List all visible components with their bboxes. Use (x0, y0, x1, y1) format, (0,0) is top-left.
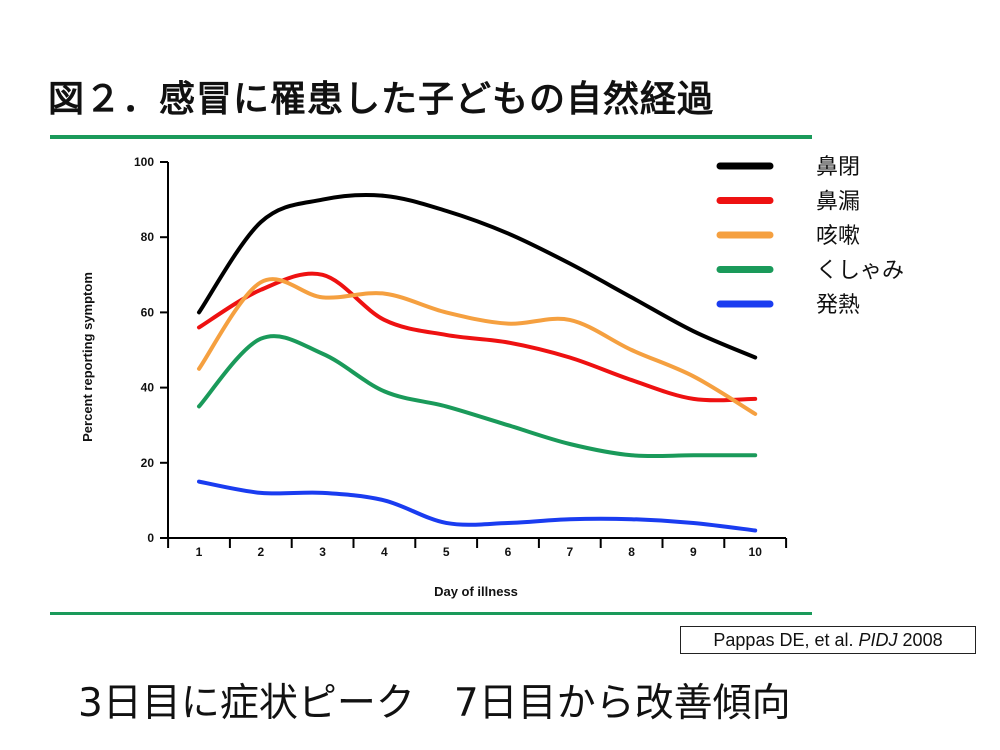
citation-journal: PIDJ (858, 630, 898, 650)
y-tick-label-100: 100 (134, 155, 154, 169)
y-axis-title: Percent reporting symptom (80, 272, 95, 442)
citation-authors: Pappas DE, et al. (713, 630, 854, 650)
x-tick-label-4: 4 (381, 545, 388, 559)
series-line-rhinorrhea (197, 271, 758, 403)
series-line-fever (197, 479, 758, 533)
legend-label-sneezing: くしゃみ (816, 259, 904, 284)
x-tick-label-1: 1 (196, 545, 203, 559)
x-tick-label-2: 2 (257, 545, 264, 559)
x-tick-label-9: 9 (690, 545, 697, 559)
y-tick-label-0: 0 (147, 531, 154, 545)
y-tick-label-20: 20 (141, 456, 155, 470)
x-axis-title: Day of illness (434, 584, 518, 599)
legend-label-fever: 発熱 (816, 293, 860, 318)
x-tick-label-7: 7 (566, 545, 573, 559)
bottom-divider (50, 612, 812, 615)
x-tick-label-5: 5 (443, 545, 450, 559)
legend-label-cough: 咳嗽 (816, 224, 860, 249)
chart-axes: 0 20 40 60 80 100 1 2 3 4 5 6 7 8 9 10 (134, 155, 788, 559)
conclusion-text: 3日目に症状ピーク 7日目から改善傾向 (78, 681, 791, 726)
series-line-cough (197, 277, 758, 416)
top-divider (50, 135, 812, 139)
y-tick-label-80: 80 (141, 230, 155, 244)
legend-label-nasal-congestion: 鼻閉 (816, 155, 860, 180)
series-line-nasal-congestion (197, 193, 758, 360)
citation-box: Pappas DE, et al. PIDJ 2008 (680, 626, 976, 654)
x-tick-label-6: 6 (505, 545, 512, 559)
x-tick-label-8: 8 (628, 545, 635, 559)
x-tick-label-3: 3 (319, 545, 326, 559)
chart-series (197, 193, 758, 533)
citation-year: 2008 (902, 630, 943, 650)
series-line-sneezing (197, 334, 758, 459)
legend-label-rhinorrhea: 鼻漏 (816, 190, 860, 215)
y-tick-label-60: 60 (141, 305, 155, 319)
x-tick-label-10: 10 (749, 545, 763, 559)
y-tick-label-40: 40 (141, 381, 155, 395)
slide-title: 図２．感冒に罹患した子どもの自然経過 (48, 79, 715, 120)
